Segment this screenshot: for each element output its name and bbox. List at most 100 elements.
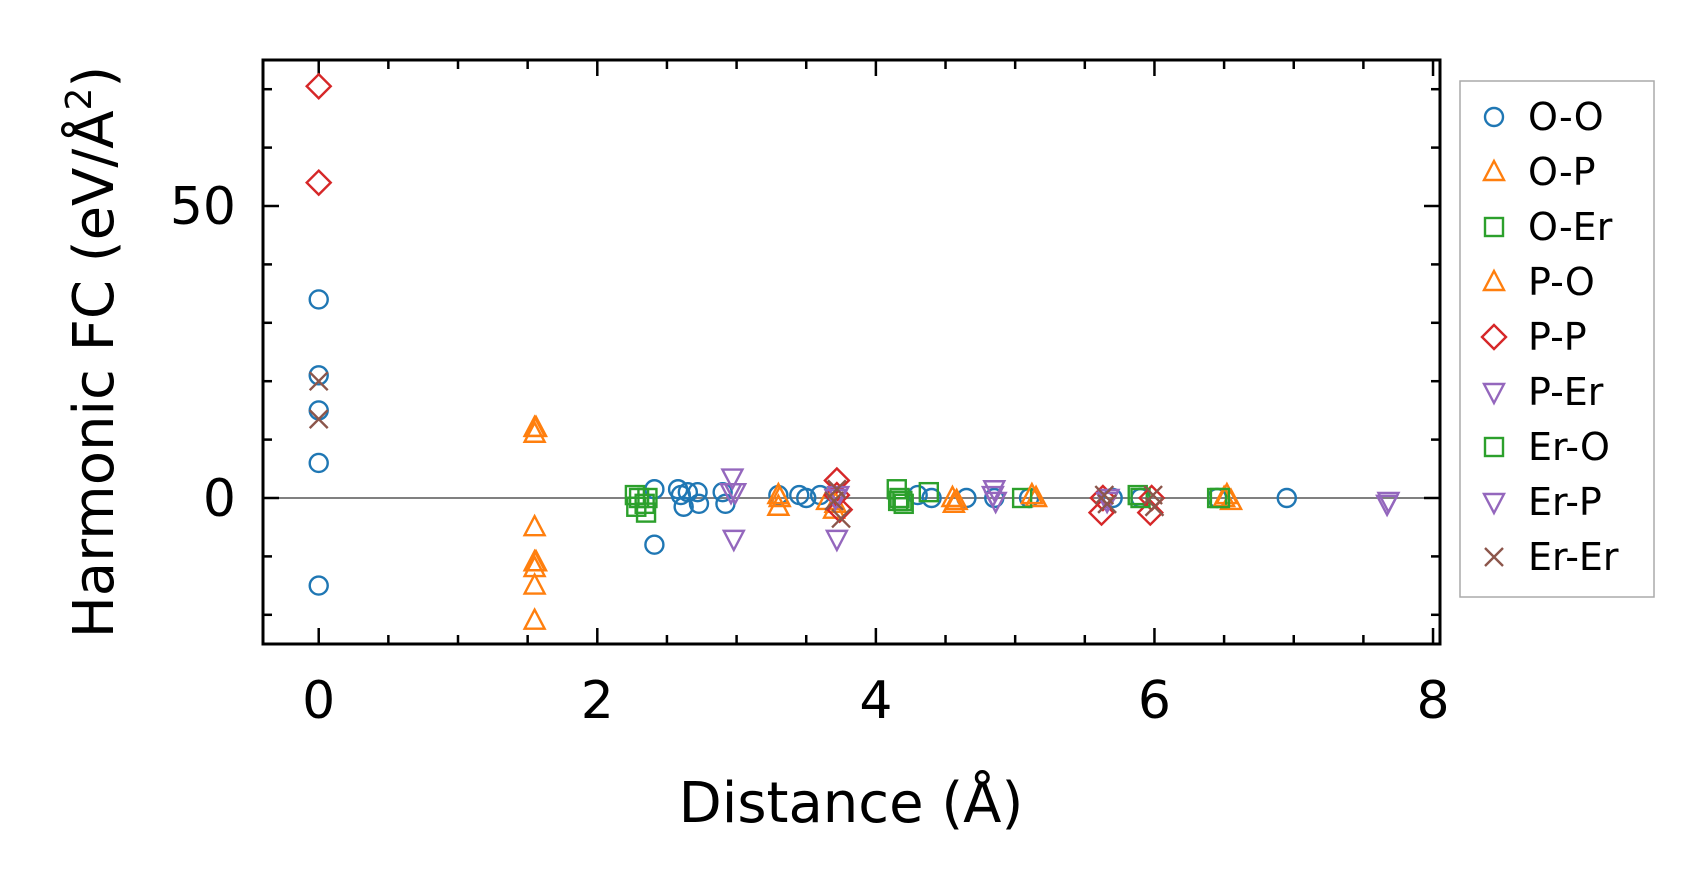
legend-label: O-Er — [1528, 205, 1613, 249]
data-point-o-p — [522, 420, 547, 443]
legend-item-p-o: P-O — [1482, 260, 1595, 304]
data-point-p-p — [305, 72, 333, 100]
data-point-o-o — [1276, 487, 1297, 509]
data-point-p-o — [767, 484, 792, 508]
data-point-er-er — [308, 371, 329, 392]
x-tick-label: 8 — [1416, 671, 1449, 731]
data-point-o-o — [308, 452, 329, 474]
data-point-o-o — [673, 496, 694, 517]
data-point-o-o — [308, 400, 329, 421]
data-point-o-er — [918, 481, 940, 503]
legend-item-er-p: Er-P — [1482, 480, 1602, 524]
data-point-p-er — [982, 480, 1007, 503]
legend-label: P-Er — [1528, 370, 1604, 414]
legend-label: O-P — [1528, 150, 1596, 194]
legend-marker-er-p — [1482, 492, 1506, 516]
data-point-p-p — [823, 466, 851, 495]
data-point-er-p — [719, 482, 744, 506]
data-point-er-o — [634, 493, 655, 515]
legend-label: Er-Er — [1528, 535, 1619, 579]
x-tick-label: 4 — [859, 671, 892, 731]
legend-marker-o-er — [1483, 216, 1505, 238]
data-point-o-o — [921, 487, 942, 509]
y-axis-label-main: Harmonic FC (eV/Å — [61, 110, 127, 638]
legend-label: P-O — [1528, 260, 1595, 304]
data-point-p-er — [721, 529, 746, 553]
legend-marker-p-o — [1482, 268, 1506, 292]
axis-ticks — [263, 60, 1440, 644]
data-point-p-o — [944, 487, 969, 511]
data-point-er-o — [892, 490, 913, 512]
data-point-er-p — [1375, 494, 1400, 518]
data-point-p-p — [305, 168, 333, 197]
tick-labels: 0 2 4 6 8 0 50 — [170, 177, 1450, 731]
data-point-er-p — [980, 485, 1005, 509]
legend-item-p-er: P-Er — [1482, 370, 1604, 414]
series-er-er — [308, 371, 1165, 529]
data-point-er-o — [889, 487, 910, 509]
data-point-p-p — [825, 495, 854, 524]
x-tick-label: 0 — [302, 671, 335, 731]
plot-frame — [261, 58, 1442, 646]
data-point-er-er — [1097, 493, 1117, 514]
data-point-p-er — [720, 468, 745, 492]
legend-label: Er-P — [1528, 480, 1602, 524]
data-point-o-p — [522, 513, 547, 537]
y-axis-label-close: ) — [62, 66, 127, 88]
legend-item-er-o: Er-O — [1483, 425, 1610, 469]
data-point-o-o — [308, 575, 329, 596]
series-p-p — [305, 72, 1166, 527]
x-axis-label: Distance (Å) — [679, 770, 1024, 836]
data-point-o-p — [522, 607, 547, 630]
data-point-er-o — [628, 487, 650, 509]
data-point-o-er — [1127, 484, 1148, 506]
data-point-o-o — [644, 534, 665, 555]
data-point-o-p — [522, 572, 547, 595]
series-o-o — [308, 289, 1297, 596]
data-point-o-o — [796, 487, 817, 509]
legend-label: P-P — [1528, 315, 1587, 359]
x-tick-label: 6 — [1138, 671, 1171, 731]
data-point-p-p — [1136, 498, 1164, 527]
legend-marker-o-p — [1482, 158, 1506, 182]
data-point-o-er — [893, 493, 914, 515]
legend-marker-er-er — [1484, 547, 1504, 567]
data-point-o-o — [688, 493, 710, 515]
data-point-er-er — [824, 491, 844, 511]
legend-item-o-o: O-O — [1483, 95, 1604, 139]
data-point-er-er — [308, 409, 329, 430]
data-point-er-er — [831, 508, 851, 529]
data-point-p-o — [524, 548, 548, 572]
series-o-p — [522, 414, 1244, 630]
data-points — [305, 72, 1401, 630]
legend-item-er-er: Er-Er — [1484, 535, 1619, 579]
data-point-o-o — [687, 481, 708, 503]
x-tick-label: 2 — [581, 671, 614, 731]
data-point-o-o — [308, 365, 329, 386]
data-point-er-er — [1144, 496, 1165, 517]
legend-marker-p-er — [1482, 382, 1506, 406]
y-tick-label: 50 — [170, 177, 236, 237]
legend-items: O-O O-P O-Er P-O P-P P-Er Er-O Er-P Er-Er — [1480, 95, 1619, 579]
data-point-o-p — [940, 484, 965, 508]
y-tick-label: 0 — [203, 469, 236, 529]
y-axis-label-superscript: 2 — [59, 88, 100, 111]
y-axis-label: Harmonic FC (eV/Å2) — [59, 66, 127, 639]
legend: O-O O-P O-Er P-O P-P P-Er Er-O Er-P Er-Er — [1459, 80, 1655, 598]
legend-marker-o-o — [1483, 106, 1505, 128]
data-point-p-o — [1019, 481, 1044, 505]
legend-item-p-p: P-P — [1480, 315, 1587, 359]
data-point-o-o — [308, 289, 329, 310]
legend-label: O-O — [1528, 95, 1604, 139]
data-point-o-o — [677, 481, 699, 503]
data-point-er-o — [1209, 487, 1231, 509]
legend-item-o-er: O-Er — [1483, 205, 1613, 249]
data-point-er-er — [827, 479, 847, 500]
legend-marker-er-o — [1483, 436, 1505, 458]
data-point-p-er — [824, 529, 849, 553]
data-point-p-o — [524, 414, 548, 438]
legend-marker-p-p — [1480, 323, 1508, 351]
legend-label: Er-O — [1528, 425, 1610, 469]
data-point-o-er — [1011, 487, 1033, 509]
